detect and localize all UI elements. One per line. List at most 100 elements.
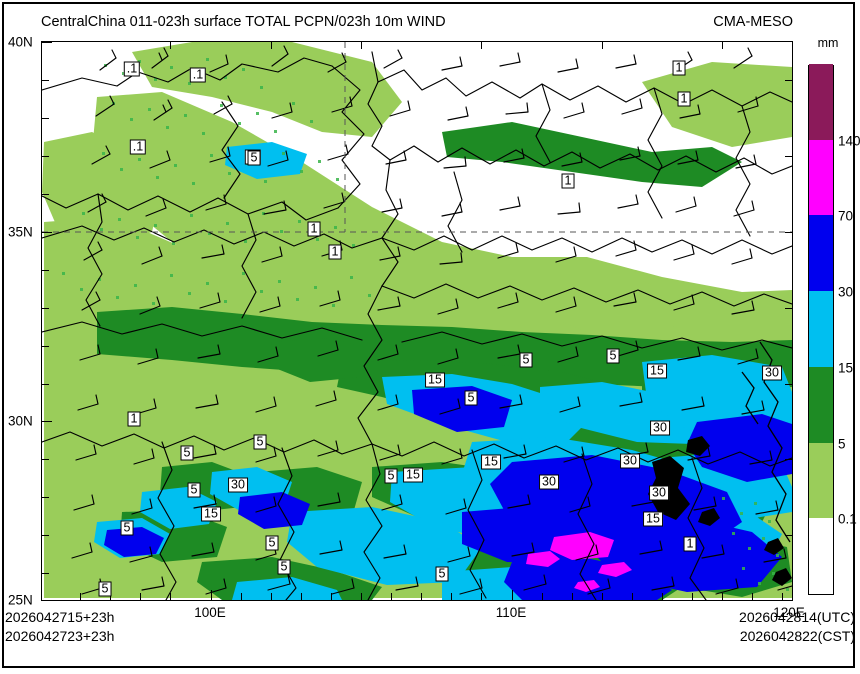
xtick-minor (782, 593, 784, 600)
footer-left: 2026042715+23h 2026042723+23h (5, 608, 114, 646)
xtick-minor (241, 593, 243, 600)
contour-label: 5 (384, 468, 398, 484)
footer-valid-cst: 2026042822(CST) (739, 628, 855, 644)
contour-label: 5 (606, 348, 620, 364)
contour-label: 30 (650, 420, 670, 436)
contour-label: 5 (265, 535, 279, 551)
xtick-minor (722, 593, 724, 600)
footer-right: 2026042814(UTC) 2026042822(CST) (739, 608, 855, 646)
ytick-minor (42, 459, 49, 461)
ytick-right (785, 232, 792, 234)
xtick-minor (662, 593, 664, 600)
page-title: CentralChina 011-023h surface TOTAL PCPN… (41, 14, 446, 30)
xtick-minor (692, 593, 694, 600)
contour-label: 5 (519, 352, 533, 368)
footer-init-time-1: 2026042715+23h (5, 609, 115, 625)
water-bodies (648, 436, 792, 586)
colorbar-tick-label: 0.1 (838, 511, 857, 527)
colorbar-band-6 (809, 64, 833, 140)
contour-label: 5 (464, 390, 478, 406)
contour-label: 15 (643, 511, 663, 527)
footer-valid-utc: 2026042814(UTC) (739, 609, 855, 625)
contour-label: 15 (403, 467, 423, 483)
xtick-top (271, 42, 273, 49)
model-label: CMA-MESO (713, 14, 793, 30)
contour-label: 5 (435, 566, 449, 582)
xtick-major (211, 590, 213, 600)
xtick-minor (361, 593, 363, 600)
colorbar-band-3 (809, 291, 833, 367)
xtick-top (602, 42, 604, 49)
ytick-minor (42, 308, 49, 310)
province-borders (42, 51, 792, 600)
xtick-minor (140, 593, 142, 600)
contour-label: 30 (228, 477, 248, 493)
colorbar-band-1 (809, 442, 833, 519)
contour-label: .1 (123, 61, 141, 77)
ytick-minor (42, 156, 49, 158)
xtick-minor (572, 593, 574, 600)
contour-label: 5 (120, 520, 134, 536)
ytick-minor (42, 535, 49, 537)
xtick-label: 120E (773, 605, 805, 620)
ytick-right (785, 80, 792, 82)
ytick-minor (42, 270, 49, 272)
xtick-minor (451, 593, 453, 600)
ytick-minor (42, 80, 49, 82)
xtick-minor (301, 593, 303, 600)
xtick-minor (481, 593, 483, 600)
contour-label: 1 (672, 60, 686, 76)
ytick-major (42, 42, 52, 44)
ytick-right (785, 156, 792, 158)
colorbar-band-5 (809, 139, 833, 216)
xtick-minor (391, 593, 393, 600)
contour-label: 30 (649, 485, 669, 501)
xtick-minor (602, 593, 604, 600)
colorbar-tick-label: 30 (838, 284, 854, 300)
contour-label: 1 (127, 411, 141, 427)
colorbar-tick-label: 70 (838, 208, 854, 224)
xtick-minor (80, 593, 82, 600)
xtick-top (170, 42, 172, 49)
contour-label: 30 (620, 453, 640, 469)
ytick-label: 25N (8, 592, 33, 608)
contour-label: 5 (98, 581, 112, 597)
xtick-minor (421, 593, 423, 600)
xtick-minor (331, 593, 333, 600)
xtick-minor (271, 593, 273, 600)
contour-label: 15 (647, 363, 667, 379)
xtick-minor (752, 593, 754, 600)
ytick-label: 30N (8, 413, 33, 429)
ytick-right (785, 384, 792, 386)
colorbar (808, 64, 834, 595)
colorbar-tick-label: 5 (838, 436, 846, 452)
contour-label: 5 (253, 434, 267, 450)
contour-label: 1 (307, 221, 321, 237)
colorbar-band-4 (809, 215, 833, 292)
chart-header: CentralChina 011-023h surface TOTAL PCPN… (41, 14, 793, 36)
contour-label: .1 (189, 67, 207, 83)
xtick-minor (110, 593, 112, 600)
xtick-label: 110E (495, 605, 527, 620)
ytick-minor (42, 573, 49, 575)
colorbar-band-0 (809, 518, 833, 594)
footer-init-time-2: 2026042723+23h (5, 628, 115, 644)
ytick-right (785, 308, 792, 310)
xtick-top (361, 42, 363, 49)
ytick-right (785, 459, 792, 461)
contour-label: 30 (539, 474, 559, 490)
contour-label: 1 (683, 536, 697, 552)
contour-label: 30 (762, 365, 782, 381)
ytick-right (785, 535, 792, 537)
contour-label: 15 (425, 372, 445, 388)
xtick-top (481, 42, 483, 49)
contour-label: 1 (677, 91, 691, 107)
map-canvas (42, 42, 792, 600)
colorbar-tick-label: 15 (838, 360, 854, 376)
ytick-major (42, 232, 52, 234)
xtick-label: 100E (194, 605, 226, 620)
colorbar-unit-label: mm (817, 36, 839, 50)
contour-label: 5 (277, 559, 291, 575)
ytick-minor (42, 194, 49, 196)
contour-label: 15 (481, 454, 501, 470)
